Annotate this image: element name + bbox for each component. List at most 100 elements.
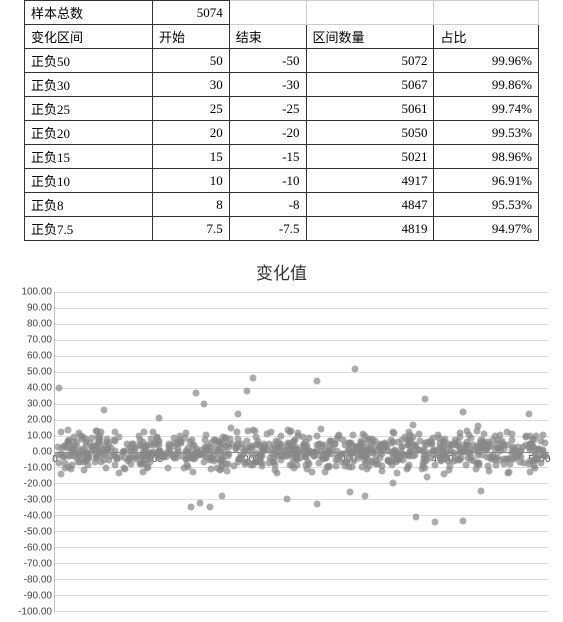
data-point [473, 428, 480, 435]
table-cell: 正负30 [25, 73, 153, 97]
data-point [314, 442, 321, 449]
data-point [159, 453, 166, 460]
table-row: 正负1515-15502198.96% [25, 145, 539, 169]
gridline [55, 292, 549, 293]
table-cell: -25 [229, 97, 306, 121]
table-cell: 5021 [306, 145, 434, 169]
table-cell: 95.53% [434, 193, 539, 217]
data-point [165, 465, 172, 472]
gridline [55, 531, 549, 532]
data-point [406, 428, 413, 435]
data-point [259, 447, 266, 454]
table-cell: 99.86% [434, 73, 539, 97]
data-point [206, 504, 213, 511]
y-tick-label: 30.00 [27, 399, 52, 410]
data-point [234, 429, 241, 436]
data-point [222, 460, 229, 467]
data-point [364, 454, 371, 461]
data-point [121, 465, 128, 472]
data-table: 样本总数 5074 变化区间 开始 结束 区间数量 占比 正负5050-5050… [24, 0, 539, 241]
table-cell: 正负50 [25, 49, 153, 73]
data-point [147, 436, 154, 443]
data-point [288, 444, 295, 451]
data-point [440, 439, 447, 446]
data-point [153, 440, 160, 447]
data-point [60, 452, 67, 459]
data-point [478, 442, 485, 449]
table-cell: 5072 [306, 49, 434, 73]
header-row: 变化区间 开始 结束 区间数量 占比 [25, 25, 539, 49]
table-cell: 正负7.5 [25, 217, 153, 241]
data-point [413, 513, 420, 520]
y-tick-label: 70.00 [27, 335, 52, 346]
data-point [445, 467, 452, 474]
data-point [281, 446, 288, 453]
table-cell: 4917 [306, 169, 434, 193]
table-cell: 正负15 [25, 145, 153, 169]
data-point [317, 426, 324, 433]
gridline [55, 404, 549, 405]
data-point [304, 466, 311, 473]
data-point [187, 504, 194, 511]
data-point [431, 518, 438, 525]
data-point [183, 455, 190, 462]
table-row: 正负7.57.5-7.5481994.97% [25, 217, 539, 241]
scatter-chart: -100.00-90.00-80.00-70.00-60.00-50.00-40… [10, 292, 553, 612]
table-cell: -50 [229, 49, 306, 73]
data-point [103, 464, 110, 471]
empty-cell [434, 1, 539, 25]
data-point [238, 441, 245, 448]
data-point [352, 365, 359, 372]
data-point [459, 517, 466, 524]
data-point [250, 427, 257, 434]
data-point [301, 442, 308, 449]
y-tick-label: 90.00 [27, 303, 52, 314]
table-cell: 正负10 [25, 169, 153, 193]
data-point [58, 470, 65, 477]
table-cell: 99.96% [434, 49, 539, 73]
data-point [492, 462, 499, 469]
data-point [197, 499, 204, 506]
data-point [484, 463, 491, 470]
data-point [97, 429, 104, 436]
data-point [354, 451, 361, 458]
table-cell: 正负25 [25, 97, 153, 121]
data-point [144, 465, 151, 472]
data-point [465, 455, 472, 462]
table-row: 正负2020-20505099.53% [25, 121, 539, 145]
data-point [478, 488, 485, 495]
y-tick-label: -90.00 [24, 591, 52, 602]
data-point [489, 451, 496, 458]
chart-title: 变化值 [0, 259, 563, 284]
data-point [444, 457, 451, 464]
data-point [106, 452, 113, 459]
data-point [315, 459, 322, 466]
table-cell: 8 [152, 193, 229, 217]
data-point [421, 396, 428, 403]
data-point [300, 448, 307, 455]
col-header: 占比 [434, 25, 539, 49]
gridline [55, 595, 549, 596]
y-tick-label: -50.00 [24, 527, 52, 538]
table-row: 正负88-8484795.53% [25, 193, 539, 217]
data-point [334, 436, 341, 443]
data-point [485, 440, 492, 447]
data-point [389, 428, 396, 435]
table-cell: 4819 [306, 217, 434, 241]
data-point [259, 460, 266, 467]
gridline [55, 372, 549, 373]
data-point [405, 464, 412, 471]
data-point [203, 446, 210, 453]
data-point [235, 410, 242, 417]
table-cell: 正负8 [25, 193, 153, 217]
data-point [287, 427, 294, 434]
data-point [238, 452, 245, 459]
table-cell: 50 [152, 49, 229, 73]
data-point [174, 449, 181, 456]
data-point [431, 452, 438, 459]
data-point [538, 437, 545, 444]
table-cell: 20 [152, 121, 229, 145]
data-point [352, 443, 359, 450]
data-point [372, 461, 379, 468]
data-point [250, 374, 257, 381]
